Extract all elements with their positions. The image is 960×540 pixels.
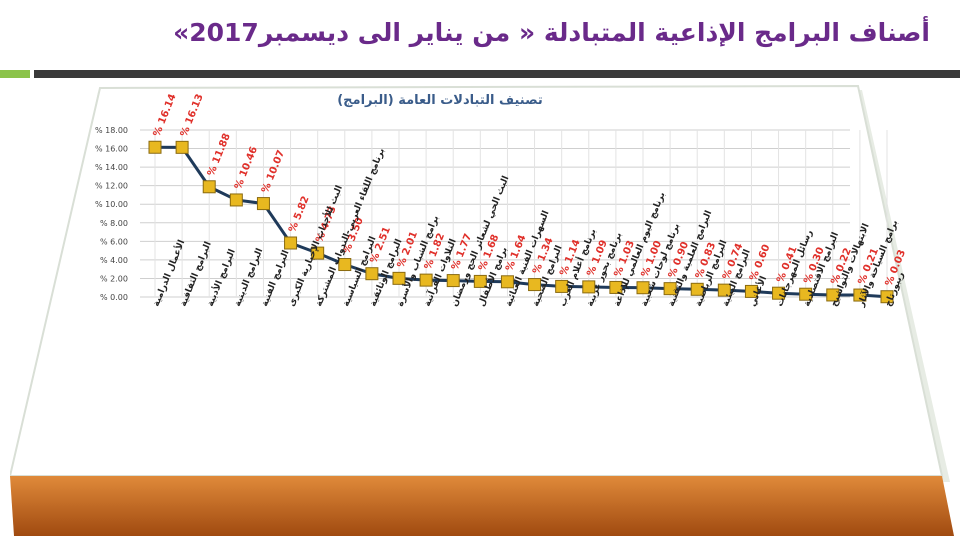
data-point-marker bbox=[148, 140, 162, 154]
accent-bar bbox=[0, 70, 30, 78]
data-point-marker bbox=[500, 275, 514, 289]
data-label: % 10.46 bbox=[233, 145, 260, 191]
data-point-marker bbox=[826, 288, 840, 302]
data-point-marker bbox=[256, 197, 270, 211]
slide-title: أصناف البرامج الإذاعية المتبادلة « من ين… bbox=[173, 18, 930, 47]
data-point-marker bbox=[636, 281, 650, 295]
data-point-marker bbox=[311, 246, 325, 260]
chart-title: تصنيف التبادلات العامة (البرامج) bbox=[337, 93, 543, 108]
y-tick-label: % 2.00 bbox=[100, 274, 128, 283]
data-point-marker bbox=[365, 267, 379, 281]
data-label: % 10.07 bbox=[260, 149, 287, 195]
y-tick-label: % 6.00 bbox=[100, 237, 128, 246]
data-point-marker bbox=[853, 288, 867, 302]
y-tick-label: % 16.00 bbox=[95, 145, 128, 154]
data-point-marker bbox=[772, 286, 786, 300]
y-tick-label: % 0.00 bbox=[100, 293, 128, 302]
data-point-marker bbox=[392, 271, 406, 285]
data-point-marker bbox=[175, 140, 189, 154]
data-point-marker bbox=[799, 287, 813, 301]
data-point-marker bbox=[609, 280, 623, 294]
gridlines bbox=[140, 129, 888, 298]
y-tick-label: % 8.00 bbox=[100, 219, 128, 228]
y-tick-label: % 10.00 bbox=[95, 200, 128, 209]
x-tick-label: البرامج الدينية bbox=[233, 247, 265, 308]
y-tick-label: % 4.00 bbox=[100, 256, 128, 265]
data-label: % 16.13 bbox=[179, 92, 206, 138]
data-label: % 16.14 bbox=[152, 92, 179, 138]
data-point-marker bbox=[690, 282, 704, 296]
series-polyline bbox=[154, 145, 888, 299]
data-point-marker bbox=[473, 274, 487, 288]
data-label: % 11.88 bbox=[206, 132, 233, 178]
data-point-marker bbox=[582, 280, 596, 294]
y-tick-label: % 12.00 bbox=[95, 182, 128, 191]
data-point-marker bbox=[202, 180, 216, 194]
panel-base bbox=[10, 476, 954, 536]
data-point-marker bbox=[880, 290, 894, 304]
data-point-marker bbox=[555, 279, 569, 293]
data-point-marker bbox=[229, 193, 243, 207]
y-tick-label: % 14.00 bbox=[95, 163, 128, 172]
divider-bar bbox=[34, 70, 960, 78]
data-point-marker bbox=[663, 282, 677, 296]
data-point-marker bbox=[284, 236, 298, 250]
y-axis-ticks: % 0.00 % 2.00 % 4.00 % 6.00 % 8.00 % 10.00 % 1… bbox=[95, 126, 128, 302]
y-tick-label: % 18.00 bbox=[95, 126, 128, 135]
data-point-marker bbox=[744, 284, 758, 298]
data-point-marker bbox=[446, 274, 460, 288]
data-point-marker bbox=[528, 278, 542, 292]
data-markers bbox=[148, 140, 894, 304]
data-point-marker bbox=[717, 283, 731, 297]
data-point-marker bbox=[419, 273, 433, 287]
series-line bbox=[154, 145, 888, 299]
data-point-marker bbox=[338, 258, 352, 272]
